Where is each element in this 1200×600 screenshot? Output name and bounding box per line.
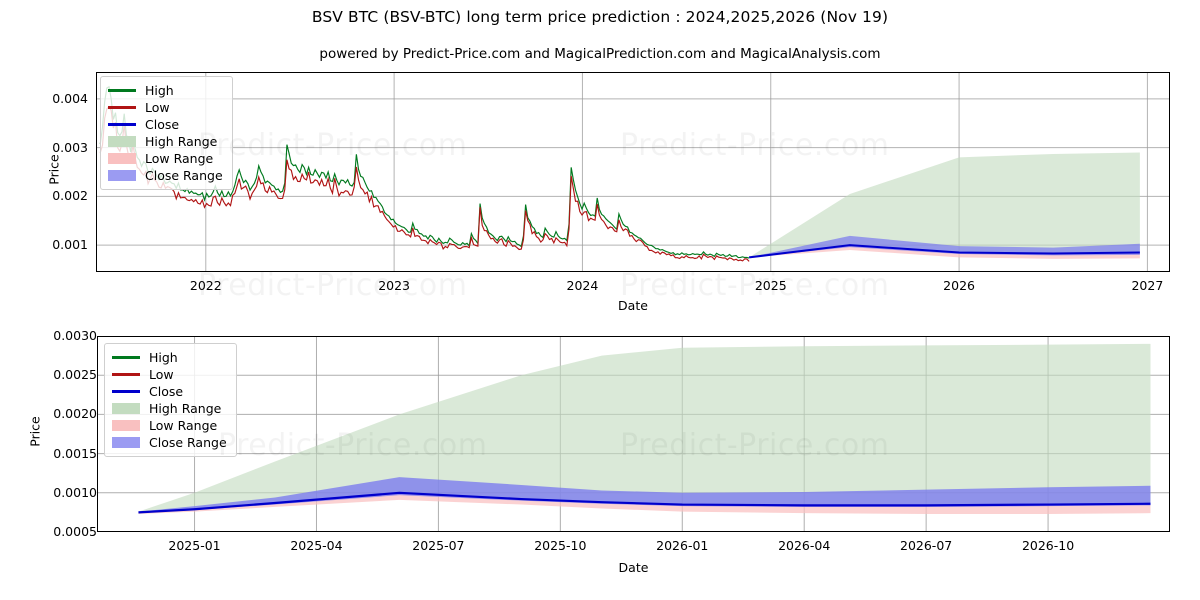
legend-item-low-range: Low Range: [108, 150, 223, 167]
legend-item-label: Close Range: [145, 168, 223, 183]
legend-item-label: Close Range: [149, 435, 227, 450]
legend-item-label: High: [145, 83, 174, 98]
y-tick-label: 0.003: [52, 139, 88, 155]
legend-item-label: Low: [149, 367, 174, 382]
legend-item-high: High: [112, 349, 227, 366]
legend-item-label: High Range: [149, 401, 222, 416]
legend-item-label: High Range: [145, 134, 218, 149]
legend-item-close-range: Close Range: [108, 167, 223, 184]
y-tick-label: 0.0005: [53, 524, 97, 539]
legend-line-swatch: [108, 123, 136, 126]
legend-patch-swatch: [108, 153, 136, 164]
legend-patch-swatch: [108, 136, 136, 147]
legend-item-label: Close: [145, 117, 180, 132]
legend-patch-swatch: [112, 420, 140, 431]
page-subtitle: powered by Predict-Price.com and Magical…: [319, 46, 881, 62]
legend-item-close: Close: [108, 116, 223, 133]
legend-item-high-range: High Range: [112, 400, 227, 417]
legend-line-swatch: [108, 106, 136, 109]
y-tick-label: 0.0015: [53, 445, 97, 461]
page-title: BSV BTC (BSV-BTC) long term price predic…: [311, 8, 889, 26]
y-tick-label: 0.001: [52, 237, 88, 253]
legend-patch-swatch: [112, 437, 140, 448]
y-tick-label: 0.0025: [53, 367, 97, 383]
forecast-chart-canvas: [97, 336, 1170, 532]
overview-y-axis-label: Price: [46, 154, 62, 185]
y-tick-label: 0.002: [52, 188, 88, 204]
forecast-legend: High Low Close High Range Low Range Close Ran…: [104, 343, 237, 457]
forecast-x-axis-label: Date: [618, 560, 649, 575]
x-tick-label: 2025-07: [412, 538, 465, 553]
history-low-line: [99, 105, 750, 262]
forecast-plot-border: [97, 336, 1170, 532]
y-tick-label: 0.0020: [53, 406, 97, 422]
legend-line-swatch: [108, 89, 136, 92]
legend-item-low: Low: [108, 99, 223, 116]
legend-line-swatch: [112, 373, 140, 376]
low-range-band: [138, 492, 1151, 514]
legend-item-label: Low Range: [149, 418, 218, 433]
overview-x-axis-label: Date: [618, 298, 648, 313]
legend-item-close-range: Close Range: [112, 434, 227, 451]
x-tick-label: 2026: [943, 278, 975, 293]
legend-item-label: High: [149, 350, 178, 365]
x-tick-label: 2025: [754, 278, 787, 293]
legend-item-label: Low Range: [145, 151, 214, 166]
y-tick-label: 0.0030: [53, 328, 97, 343]
legend-item-high-range: High Range: [108, 133, 223, 150]
x-tick-label: 2023: [378, 278, 411, 293]
legend-item-label: Low: [145, 100, 170, 115]
legend-patch-swatch: [108, 170, 136, 181]
x-tick-label: 2026-04: [778, 538, 831, 553]
overview-chart-canvas: [96, 72, 1170, 272]
y-tick-label: 0.004: [52, 90, 88, 106]
x-tick-label: 2025-01: [168, 538, 221, 553]
x-tick-label: 2025-10: [534, 538, 587, 553]
forecast-close-range-band: [749, 235, 1140, 258]
legend-item-low: Low: [112, 366, 227, 383]
overview-chart-panel: [96, 72, 1170, 272]
legend-item-low-range: Low Range: [112, 417, 227, 434]
legend-patch-swatch: [112, 403, 140, 414]
legend-line-swatch: [112, 390, 140, 393]
y-tick-label: 0.0010: [53, 484, 97, 500]
overview-legend: High Low Close High Range Low Range Close Ran…: [100, 76, 233, 190]
close-line: [138, 491, 1151, 514]
overview-plot-border: [96, 72, 1170, 272]
high-range-band: [138, 343, 1151, 513]
forecast-y-axis-label: Price: [27, 416, 43, 447]
forecast-chart-panel: [97, 336, 1170, 532]
close-range-band: [138, 477, 1151, 514]
x-tick-label: 2026-07: [900, 538, 953, 553]
x-tick-label: 2022: [189, 278, 222, 293]
x-tick-label: 2024: [566, 278, 599, 293]
legend-item-label: Close: [149, 384, 184, 399]
legend-item-high: High: [108, 82, 223, 99]
legend-item-close: Close: [112, 383, 227, 400]
x-tick-label: 2026-10: [1021, 538, 1075, 553]
legend-line-swatch: [112, 356, 140, 359]
history-high-line: [99, 85, 750, 259]
x-tick-label: 2025-04: [290, 538, 343, 553]
forecast-close-line: [748, 244, 1140, 259]
x-tick-label: 2027: [1131, 278, 1164, 293]
x-tick-label: 2026-01: [656, 538, 709, 553]
forecast-high-range-band: [749, 152, 1140, 258]
